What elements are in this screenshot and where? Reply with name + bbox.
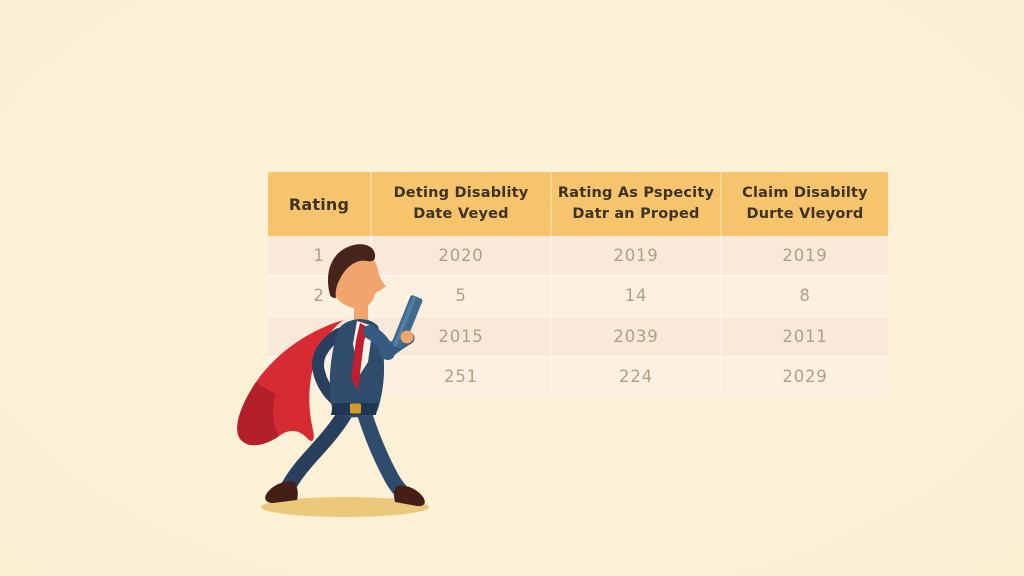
- table-cell: 2011: [720, 317, 888, 356]
- rolled-document-highlight: [393, 295, 417, 347]
- front-leg: [356, 404, 409, 499]
- table-cell: 2029: [720, 357, 888, 396]
- table-cell: 8: [720, 276, 888, 315]
- header-line: Durte Vleyord: [746, 206, 864, 222]
- header-line: Claim Disabilty: [742, 185, 868, 201]
- front-shoe: [393, 485, 425, 507]
- header-line: Rating: [288, 194, 350, 214]
- back-leg: [280, 404, 354, 495]
- header-cell-col4: Claim Disabilty Durte Vleyord: [720, 172, 888, 236]
- businessman-cape-illustration: [237, 244, 429, 517]
- table-header-row: Rating Deting Disablity Date Veyed Ratin…: [268, 172, 888, 236]
- table-cell: 2039: [550, 317, 720, 356]
- table-cell: 1: [313, 245, 325, 265]
- ground-shadow: [261, 497, 429, 517]
- header-cell-col2: Deting Disablity Date Veyed: [370, 172, 550, 236]
- table-cell: 2019: [720, 236, 888, 275]
- table-cell: 14: [550, 276, 720, 315]
- header-cell-col3: Rating As Pspecity Datr an Proped: [550, 172, 720, 236]
- table-cell: 2019: [550, 236, 720, 275]
- header-line: Rating As Pspecity: [557, 185, 715, 201]
- rolled-document: [391, 295, 423, 349]
- belt-buckle: [350, 403, 361, 414]
- table-cell: 224: [550, 357, 720, 396]
- right-hand: [400, 330, 414, 344]
- table-cell: 2: [313, 286, 325, 306]
- tie: [351, 323, 369, 390]
- back-shoe: [265, 481, 298, 503]
- header-line: Deting Disablity: [393, 185, 529, 201]
- hair: [327, 244, 376, 298]
- header-line: Datr an Proped: [572, 206, 700, 222]
- cape-shadow-fold: [237, 382, 279, 446]
- header-cell-rating: Rating: [268, 172, 370, 236]
- header-line: Date Veyed: [413, 206, 509, 222]
